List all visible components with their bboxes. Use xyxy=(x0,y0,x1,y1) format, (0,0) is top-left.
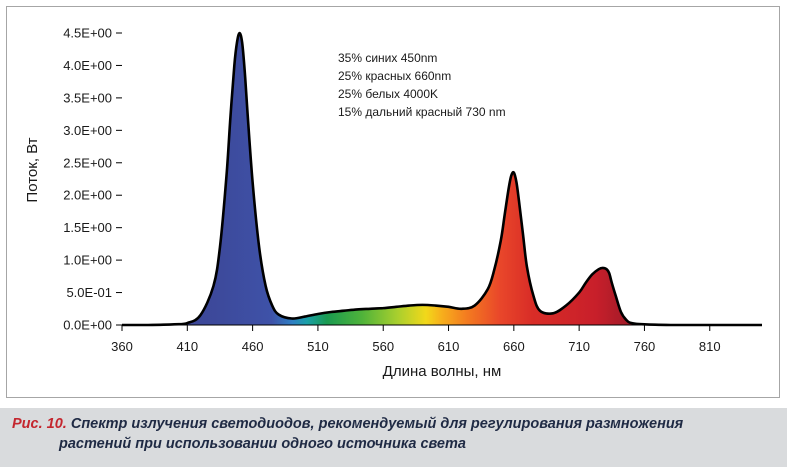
chart-frame xyxy=(6,6,780,398)
spectrum-area-fill xyxy=(122,33,762,325)
spectrum-series xyxy=(121,31,762,327)
spectrum-outline xyxy=(121,31,762,327)
caption-band xyxy=(0,408,787,467)
caption-text-line-2: растений при использовании одного источн… xyxy=(59,436,466,452)
x-tick-label: 560 xyxy=(372,339,394,354)
y-tick-label: 2.5E+00 xyxy=(63,155,112,170)
y-tick-label: 2.0E+00 xyxy=(63,188,112,203)
x-tick-label: 510 xyxy=(307,339,329,354)
annotation-line-1: 35% синих 450nm xyxy=(338,51,437,65)
y-tick-label: 4.0E+00 xyxy=(63,58,112,73)
x-tick-label: 660 xyxy=(503,339,525,354)
spectrum-chart: 0.0E+00 5.0E-01 1.0E+00 1.5E+00 2.0E+00 2.5E+… xyxy=(24,26,762,380)
x-tick-label: 760 xyxy=(634,339,656,354)
caption-text-line-1: Спектр излучения светодиодов, рекомендуе… xyxy=(66,416,684,432)
annotation-line-2: 25% красных 660nm xyxy=(338,69,451,83)
y-tick-label: 4.5E+00 xyxy=(63,26,112,41)
x-axis-title: Длина волны, нм xyxy=(383,363,502,380)
x-axis-ticks: 360 410 460 510 560 610 660 710 760 810 xyxy=(111,325,721,354)
y-tick-label: 1.0E+00 xyxy=(63,253,112,268)
x-tick-label: 410 xyxy=(176,339,198,354)
annotation-line-4: 15% дальний красный 730 nm xyxy=(338,105,506,119)
x-tick-label: 810 xyxy=(699,339,721,354)
y-tick-label: 3.0E+00 xyxy=(63,123,112,138)
y-tick-label: 0.0E+00 xyxy=(63,318,112,333)
y-axis-ticks: 0.0E+00 5.0E-01 1.0E+00 1.5E+00 2.0E+00 2.5E+… xyxy=(63,26,122,333)
x-tick-label: 610 xyxy=(438,339,460,354)
y-tick-label: 5.0E-01 xyxy=(66,285,112,300)
annotation-line-3: 25% белых 4000K xyxy=(338,87,438,101)
figure-number: Рис. 10. xyxy=(12,416,67,432)
y-tick-label: 3.5E+00 xyxy=(63,90,112,105)
x-tick-label: 460 xyxy=(242,339,264,354)
x-tick-label: 710 xyxy=(568,339,590,354)
y-tick-label: 1.5E+00 xyxy=(63,220,112,235)
y-axis-title: Поток, Вт xyxy=(24,137,41,202)
x-tick-label: 360 xyxy=(111,339,133,354)
figure-caption: Рис. 10. Спектр излучения светодиодов, р… xyxy=(12,414,782,454)
annotation-legend: 35% синих 450nm 25% красных 660nm 25% бе… xyxy=(338,51,506,119)
